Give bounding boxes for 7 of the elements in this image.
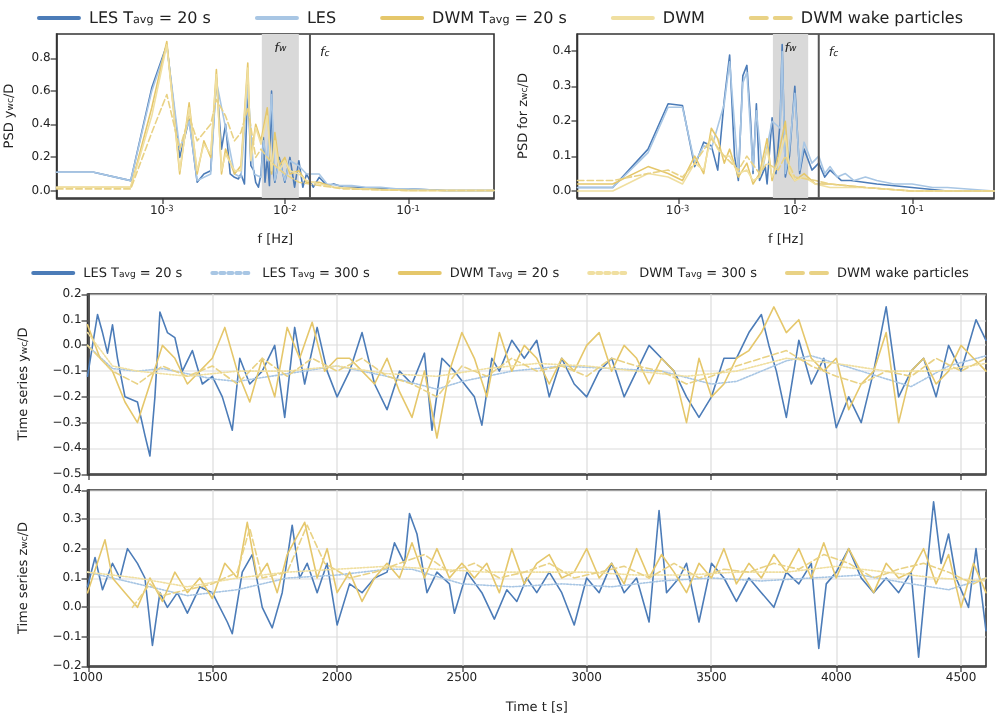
line-series bbox=[86, 565, 987, 588]
legend-label: LES bbox=[306, 9, 337, 27]
line-series bbox=[86, 568, 987, 597]
line-series bbox=[86, 331, 987, 378]
legend-label: DWM wake particles bbox=[800, 9, 964, 27]
legend-label: DWM bbox=[662, 9, 705, 27]
line-series bbox=[86, 500, 987, 658]
